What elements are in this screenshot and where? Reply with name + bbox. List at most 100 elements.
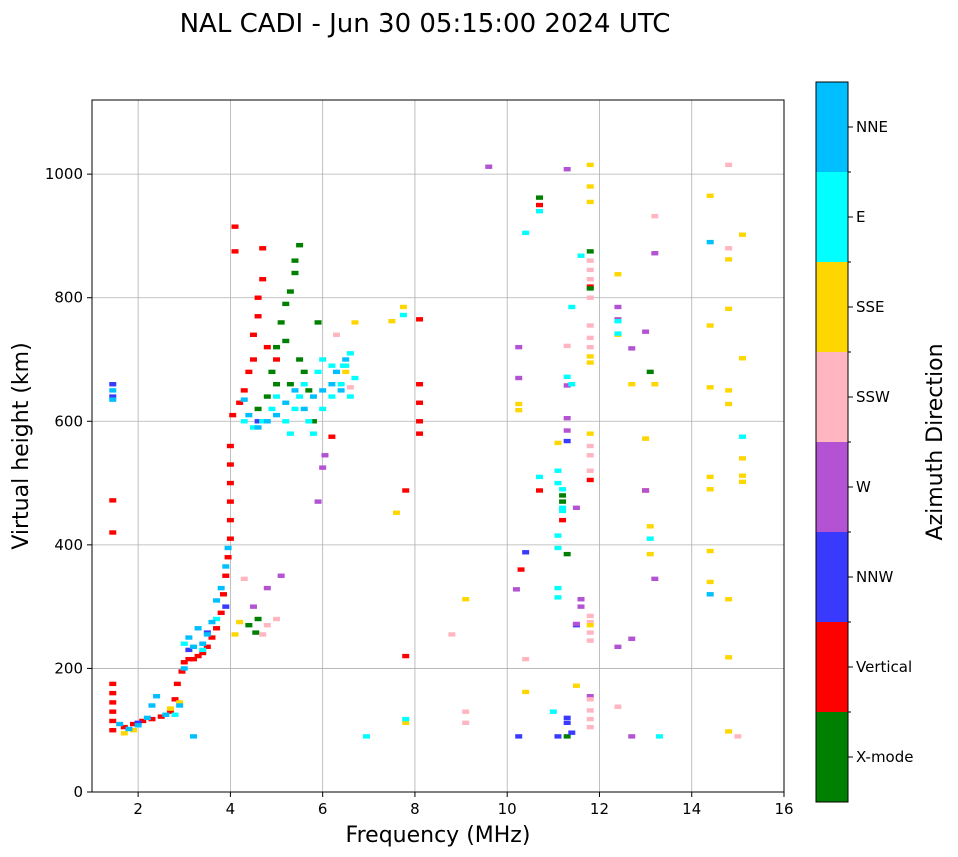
data-point xyxy=(291,388,299,393)
data-point xyxy=(300,382,308,387)
data-point xyxy=(314,499,322,504)
y-tick-label: 800 xyxy=(54,289,83,307)
data-point xyxy=(236,619,244,625)
colorbar-segment-w xyxy=(816,442,848,532)
data-point xyxy=(568,304,576,310)
data-point xyxy=(572,505,580,510)
data-point xyxy=(346,351,354,356)
data-point xyxy=(245,412,253,418)
data-point xyxy=(586,184,594,189)
y-axis-label: Virtual height (km) xyxy=(9,342,34,549)
data-point xyxy=(577,253,585,258)
data-point xyxy=(314,320,322,325)
data-point xyxy=(646,536,654,541)
series-sse xyxy=(120,162,746,736)
data-point xyxy=(416,382,424,387)
data-point xyxy=(286,289,294,294)
data-point xyxy=(614,272,622,277)
series-nne xyxy=(109,239,714,739)
data-point xyxy=(178,669,186,674)
data-point xyxy=(254,419,262,424)
data-point xyxy=(512,587,520,592)
data-point xyxy=(563,551,571,557)
data-point xyxy=(109,690,117,696)
data-point xyxy=(254,616,262,622)
y-tick-label: 0 xyxy=(73,783,83,801)
data-point xyxy=(628,636,636,641)
data-point xyxy=(337,382,345,387)
data-point xyxy=(586,443,594,449)
data-point xyxy=(554,440,562,446)
data-point xyxy=(222,573,230,578)
data-point xyxy=(277,320,285,325)
data-point xyxy=(208,635,216,640)
data-point xyxy=(166,709,174,714)
colorbar-segment-vertical xyxy=(816,622,848,712)
data-point xyxy=(738,232,746,237)
data-point xyxy=(189,656,197,662)
data-point xyxy=(734,734,742,739)
data-point xyxy=(399,304,407,310)
data-point xyxy=(342,357,350,362)
data-point xyxy=(515,407,523,413)
data-point xyxy=(586,453,594,458)
data-point xyxy=(725,729,733,734)
data-point xyxy=(651,576,659,582)
data-point xyxy=(614,318,622,324)
colorbar-frame xyxy=(815,81,849,803)
data-point xyxy=(517,567,525,572)
x-tick-label: 10 xyxy=(498,800,517,818)
data-point xyxy=(725,257,733,262)
data-point xyxy=(139,718,147,724)
plot-area: 2 4 6 8 10 12 14 16 0 200 400 600 800 1000 xyxy=(45,99,794,818)
data-point xyxy=(109,394,117,399)
data-point xyxy=(337,388,345,393)
data-point xyxy=(199,641,207,646)
data-point xyxy=(226,536,234,541)
data-point xyxy=(194,653,202,659)
data-point xyxy=(319,406,327,412)
data-point xyxy=(351,320,359,325)
data-point xyxy=(259,419,267,424)
data-point xyxy=(628,346,636,351)
colorbar-label-e: E xyxy=(856,208,865,226)
data-point xyxy=(254,314,262,319)
data-point xyxy=(273,344,281,350)
data-point xyxy=(706,487,714,492)
data-point xyxy=(213,626,221,631)
data-point xyxy=(226,443,234,449)
y-axis-ticks: 0 200 400 600 800 1000 xyxy=(45,165,92,801)
data-point xyxy=(319,388,327,393)
data-point xyxy=(189,734,197,739)
data-point xyxy=(219,592,227,597)
data-point xyxy=(194,626,202,631)
data-point xyxy=(249,332,257,337)
data-point xyxy=(642,436,650,441)
data-point xyxy=(254,425,262,430)
data-point xyxy=(563,374,571,379)
data-point xyxy=(563,438,571,444)
data-point xyxy=(388,318,396,324)
data-point xyxy=(559,487,567,492)
colorbar-segment-ssw xyxy=(816,352,848,442)
data-point xyxy=(203,632,211,637)
x-tick-label: 6 xyxy=(318,800,328,818)
data-point xyxy=(535,202,543,208)
colorbar-label-ssw: SSW xyxy=(856,388,890,406)
data-point xyxy=(462,597,470,602)
x-axis-label: Frequency (MHz) xyxy=(346,823,531,848)
data-point xyxy=(273,616,281,622)
data-point xyxy=(586,162,594,168)
data-point xyxy=(148,703,156,708)
data-point xyxy=(586,630,594,635)
data-point xyxy=(554,533,562,538)
data-point xyxy=(328,363,336,368)
data-point xyxy=(738,473,746,478)
data-point xyxy=(586,286,594,291)
x-tick-label: 2 xyxy=(133,800,143,818)
data-point xyxy=(319,465,327,470)
data-point xyxy=(725,246,733,251)
data-point xyxy=(535,474,543,480)
colorbar-segment-nne xyxy=(816,82,848,172)
data-point xyxy=(296,242,304,248)
